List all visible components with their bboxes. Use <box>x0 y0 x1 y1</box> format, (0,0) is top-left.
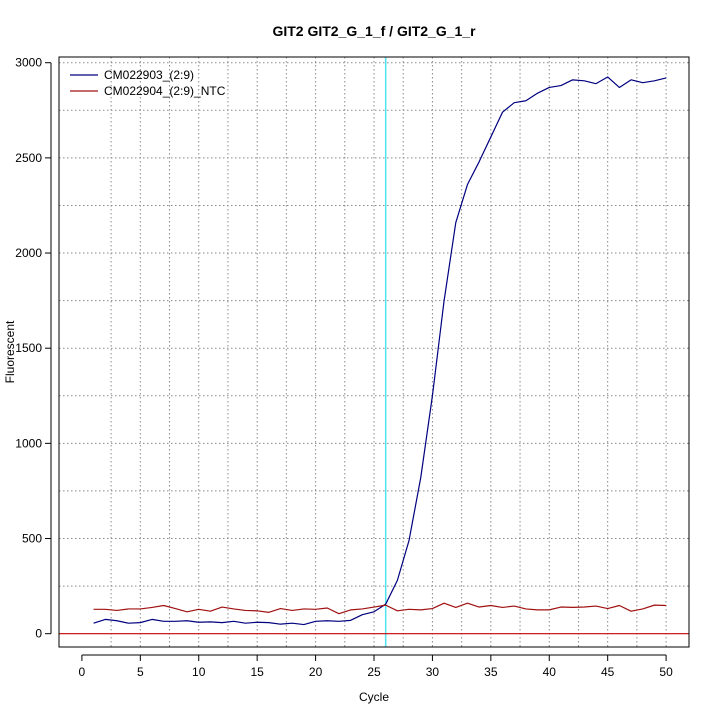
series-line-2 <box>93 602 667 615</box>
series-line-1 <box>93 76 667 626</box>
x-tick-label: 5 <box>137 665 144 679</box>
y-tick-label: 1500 <box>15 341 42 355</box>
grid <box>59 57 689 647</box>
x-tick-label: 45 <box>601 665 615 679</box>
y-tick-label: 2500 <box>15 151 42 165</box>
x-axis-label: Cycle <box>359 690 389 704</box>
y-tick-label: 2000 <box>15 246 42 260</box>
series-layer <box>93 76 667 626</box>
y-axis: 0 500 1000 1500 2000 2500 3000 <box>15 56 52 641</box>
y-tick-label: 1000 <box>15 436 42 450</box>
plot-frame <box>58 56 690 648</box>
legend-label-series-1: CM022903_(2:9) <box>104 68 194 82</box>
legend-label-series-2: CM022904_(2:9)_NTC <box>104 84 226 98</box>
y-tick-label: 500 <box>22 532 42 546</box>
x-tick-label: 0 <box>79 665 86 679</box>
y-axis-label: Fluorescent <box>3 320 17 383</box>
x-tick-label: 15 <box>250 665 264 679</box>
x-tick-label: 40 <box>543 665 557 679</box>
x-tick-label: 35 <box>484 665 498 679</box>
x-tick-label: 50 <box>659 665 673 679</box>
x-axis: 0 5 10 15 20 25 30 35 40 45 50 <box>79 654 673 679</box>
x-tick-label: 10 <box>192 665 206 679</box>
y-tick-label: 0 <box>35 627 42 641</box>
x-tick-label: 25 <box>367 665 381 679</box>
legend: CM022903_(2:9) CM022904_(2:9)_NTC <box>70 68 226 98</box>
x-tick-label: 30 <box>426 665 440 679</box>
y-tick-label: 3000 <box>15 56 42 70</box>
threshold-layer <box>59 57 689 647</box>
chart-title: GIT2 GIT2_G_1_f / GIT2_G_1_r <box>272 23 476 39</box>
x-tick-label: 20 <box>309 665 323 679</box>
